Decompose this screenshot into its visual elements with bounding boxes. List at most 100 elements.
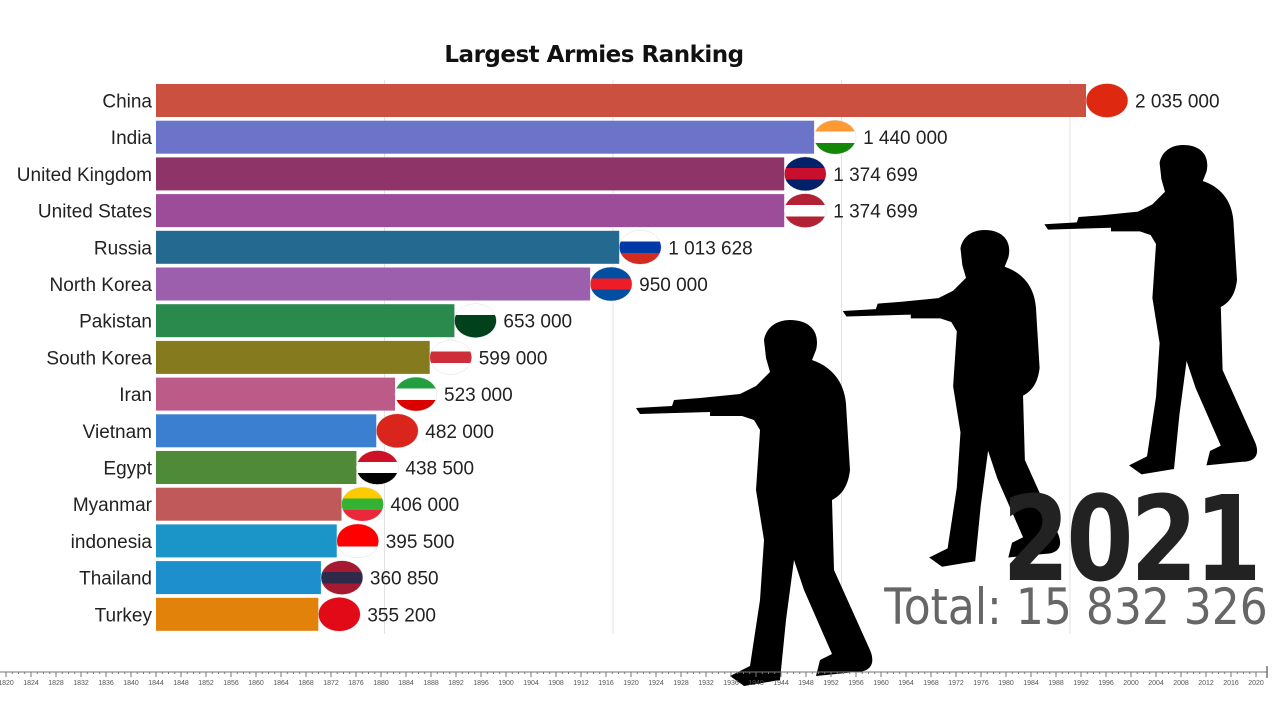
value-label: 1 374 699: [833, 165, 918, 186]
soldier-silhouette: [1044, 145, 1258, 475]
bar: [156, 561, 321, 595]
timeline-tick-label: 1844: [148, 680, 164, 687]
timeline-tick-label: 1864: [273, 680, 289, 687]
value-label: 406 000: [391, 495, 460, 516]
timeline-tick-label: 1916: [598, 680, 614, 687]
timeline-tick-label: 1976: [973, 680, 989, 687]
flag-icon: [318, 597, 361, 632]
timeline-tick-label: 1992: [1073, 680, 1089, 687]
flag-icon: [394, 376, 438, 412]
value-label: 653 000: [503, 312, 572, 333]
timeline-tick-label: 1952: [823, 680, 839, 687]
category-label: Turkey: [95, 605, 153, 626]
category-label: indonesia: [71, 532, 153, 553]
timeline-tick-label: 1984: [1023, 680, 1039, 687]
timeline-tick-label: 1980: [998, 680, 1014, 687]
bar: [156, 267, 591, 301]
timeline-tick-label: 1820: [0, 680, 14, 687]
value-label: 482 000: [425, 422, 494, 443]
timeline-tick-label: 1932: [698, 680, 714, 687]
timeline-tick-label: 1876: [348, 680, 364, 687]
category-label: United Kingdom: [17, 165, 152, 186]
timeline-tick-label: 1848: [173, 680, 189, 687]
timeline-tick-label: 2016: [1223, 680, 1239, 687]
timeline-tick-label: 1836: [98, 680, 114, 687]
category-label: Thailand: [79, 569, 152, 590]
value-label: 1 013 628: [668, 238, 753, 259]
bar: [156, 84, 1086, 117]
timeline-tick-label: 1972: [948, 680, 964, 687]
bar: [156, 230, 620, 264]
bar: [156, 194, 785, 228]
bar: [156, 451, 357, 484]
flag-icon: [320, 560, 364, 595]
timeline-tick-label: 1904: [523, 680, 539, 687]
timeline-tick-label: 1928: [673, 680, 689, 687]
timeline-tick-label: 2012: [1198, 680, 1214, 687]
flag-icon: [813, 119, 857, 155]
timeline-tick-label: 1868: [298, 680, 314, 687]
value-label: 1 374 699: [833, 202, 918, 223]
timeline-tick-label: 1924: [648, 680, 664, 687]
timeline-tick-label: 1996: [1098, 680, 1114, 687]
bar: [156, 120, 815, 154]
flag-icon: [783, 193, 827, 228]
flag-icon: [429, 340, 472, 375]
category-label: Myanmar: [73, 495, 153, 516]
flag-icon: [336, 523, 379, 559]
value-label: 523 000: [444, 385, 513, 406]
category-label: Pakistan: [79, 312, 152, 333]
timeline-tick-label: 1912: [573, 680, 589, 687]
year-label: 2021: [1001, 470, 1261, 608]
timeline-tick-label: 1936: [723, 680, 739, 687]
timeline-tick-label: 1860: [248, 680, 264, 687]
timeline-tick-label: 1956: [848, 680, 864, 687]
bar: [156, 487, 342, 521]
timeline-tick-label: 1892: [448, 680, 464, 687]
value-label: 950 000: [639, 275, 708, 296]
timeline-tick-label: 2008: [1173, 680, 1189, 687]
bar: [156, 304, 455, 338]
timeline-tick-label: 1940: [748, 680, 764, 687]
value-label: 2 035 000: [1135, 92, 1220, 113]
value-label: 438 500: [405, 459, 474, 480]
category-label: India: [111, 128, 153, 149]
value-label: 1 440 000: [863, 128, 948, 149]
bar: [156, 414, 377, 448]
timeline-tick-label: 1884: [398, 680, 414, 687]
timeline-tick-label: 2020: [1248, 680, 1264, 687]
category-label: Egypt: [103, 459, 152, 480]
timeline-tick-label: 1964: [898, 680, 914, 687]
soldier-silhouette: [636, 320, 873, 686]
flag-icon: [589, 266, 633, 302]
category-label: China: [102, 92, 152, 113]
flag-icon: [454, 303, 497, 338]
timeline-tick-label: 1824: [23, 680, 39, 687]
flag-icon: [356, 450, 399, 485]
value-label: 360 850: [370, 569, 439, 590]
timeline-tick-label: 2004: [1148, 680, 1164, 687]
category-label: Iran: [119, 385, 152, 406]
total-label: Total: 15 832 326: [884, 578, 1268, 636]
timeline-tick-label: 1920: [623, 680, 639, 687]
timeline-tick-label: 1852: [198, 680, 214, 687]
chart-title: Largest Armies Ranking: [444, 42, 744, 68]
timeline-tick-label: 1856: [223, 680, 239, 687]
timeline-tick-label: 1832: [73, 680, 89, 687]
soldier-silhouette: [842, 230, 1061, 567]
bar: [156, 597, 319, 631]
timeline-tick-label: 1944: [773, 680, 789, 687]
flag-icon: [783, 156, 827, 192]
flag-icon: [341, 486, 384, 522]
timeline-tick-label: 1840: [123, 680, 139, 687]
timeline-tick-label: 1948: [798, 680, 814, 687]
category-label: Vietnam: [83, 422, 152, 443]
value-label: 599 000: [479, 348, 548, 369]
timeline-tick-label: 1960: [873, 680, 889, 687]
timeline-tick-label: 1988: [1048, 680, 1064, 687]
bar: [156, 377, 396, 411]
timeline-tick-label: 1828: [48, 680, 64, 687]
value-label: 355 200: [367, 605, 436, 626]
bar: [156, 340, 430, 374]
